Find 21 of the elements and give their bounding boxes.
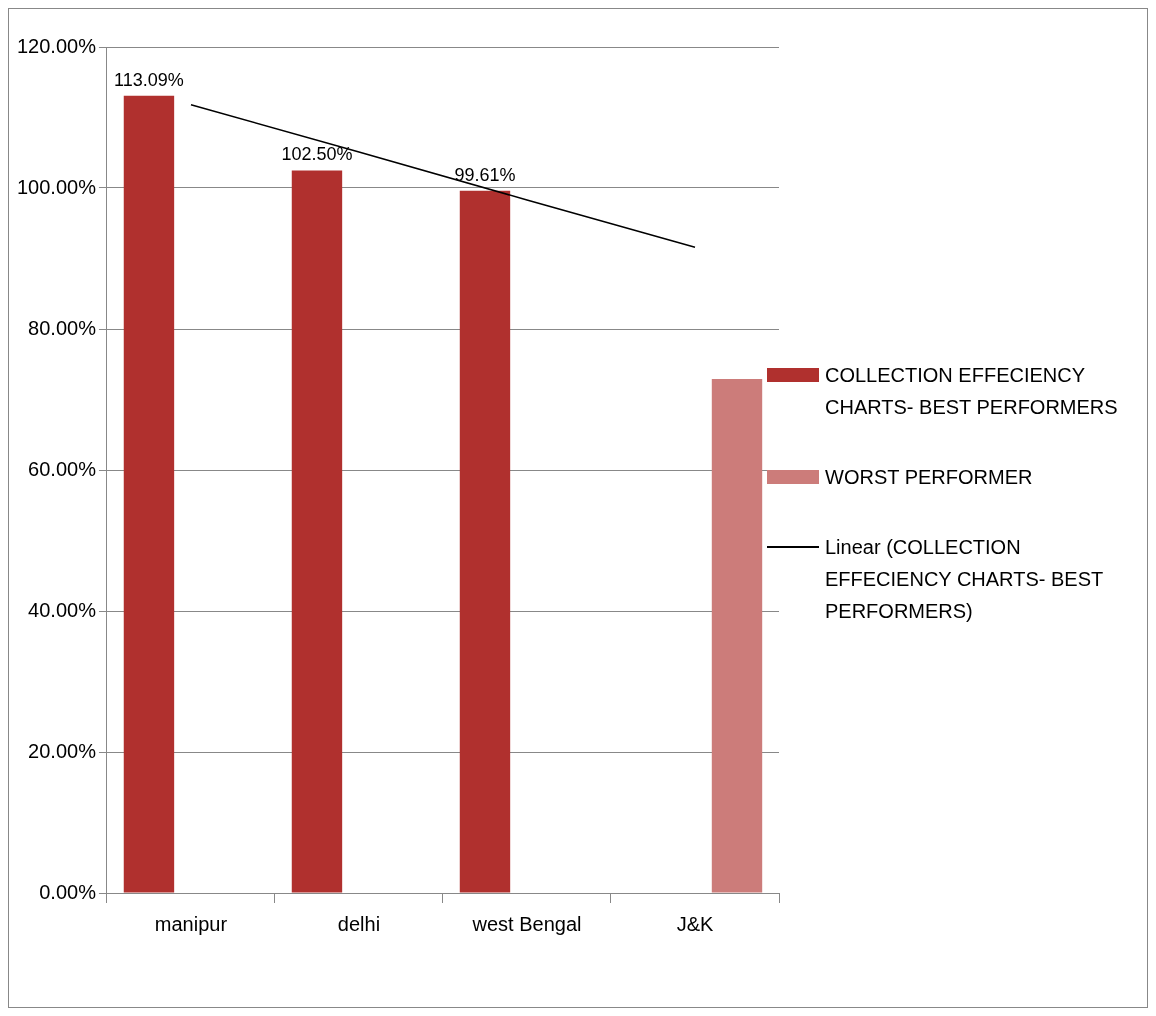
legend-label: WORST PERFORMER [825, 465, 1033, 490]
y-tick-label: 40.00% [28, 598, 97, 621]
bar [459, 190, 511, 893]
y-tick-label: 80.00% [28, 316, 97, 339]
data-label: 113.09% [114, 69, 184, 90]
x-tick-label: west Bengal [471, 912, 582, 935]
data-label: 102.50% [281, 144, 353, 165]
x-tick-label: J&K [676, 912, 714, 935]
x-tick-label: manipur [154, 912, 228, 935]
y-tick-label: 120.00% [16, 34, 97, 57]
y-tick-label: 0.00% [39, 880, 97, 903]
y-tick-label: 100.00% [16, 175, 97, 198]
legend-label: Linear (COLLECTION EFFECIENCY CHARTS- BEST PERFORMERS) [825, 535, 1104, 624]
legend-label: COLLECTION EFFECIENCY CHARTS- BEST PERFORMERS [825, 363, 1119, 420]
y-tick-label: 60.00% [28, 457, 97, 480]
bar [291, 170, 343, 893]
x-tick-label: delhi [337, 912, 381, 935]
bar [123, 95, 175, 893]
bar [711, 379, 763, 893]
data-label: 99.61% [454, 164, 516, 185]
y-tick-label: 20.00% [28, 739, 97, 762]
